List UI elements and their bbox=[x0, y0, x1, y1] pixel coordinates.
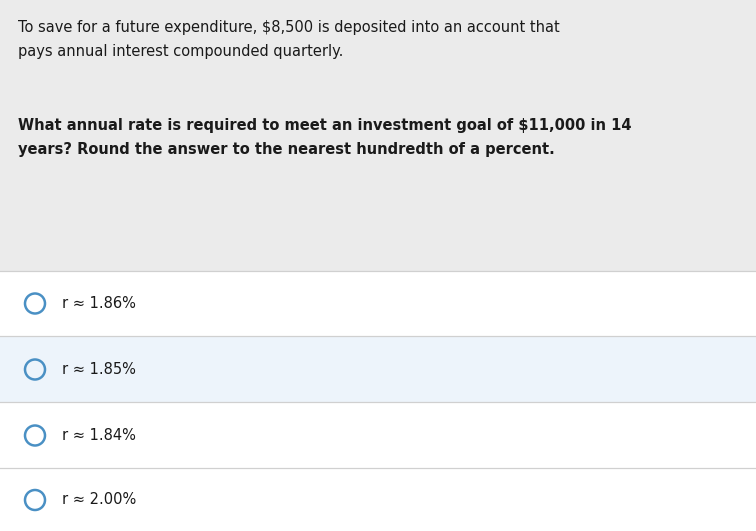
Bar bbox=[0, 403, 756, 468]
Text: r ≈ 1.86%: r ≈ 1.86% bbox=[62, 296, 136, 311]
Bar bbox=[0, 271, 756, 336]
Text: What annual rate is required to meet an investment goal of $11,000 in 14
years? : What annual rate is required to meet an … bbox=[18, 118, 631, 157]
Text: r ≈ 1.84%: r ≈ 1.84% bbox=[62, 428, 136, 443]
Bar bbox=[0, 469, 756, 531]
Text: r ≈ 2.00%: r ≈ 2.00% bbox=[62, 492, 136, 508]
Text: To save for a future expenditure, $8,500 is deposited into an account that
pays : To save for a future expenditure, $8,500… bbox=[18, 20, 559, 59]
Text: r ≈ 1.85%: r ≈ 1.85% bbox=[62, 362, 136, 377]
Bar bbox=[0, 337, 756, 402]
Bar bbox=[0, 0, 756, 270]
